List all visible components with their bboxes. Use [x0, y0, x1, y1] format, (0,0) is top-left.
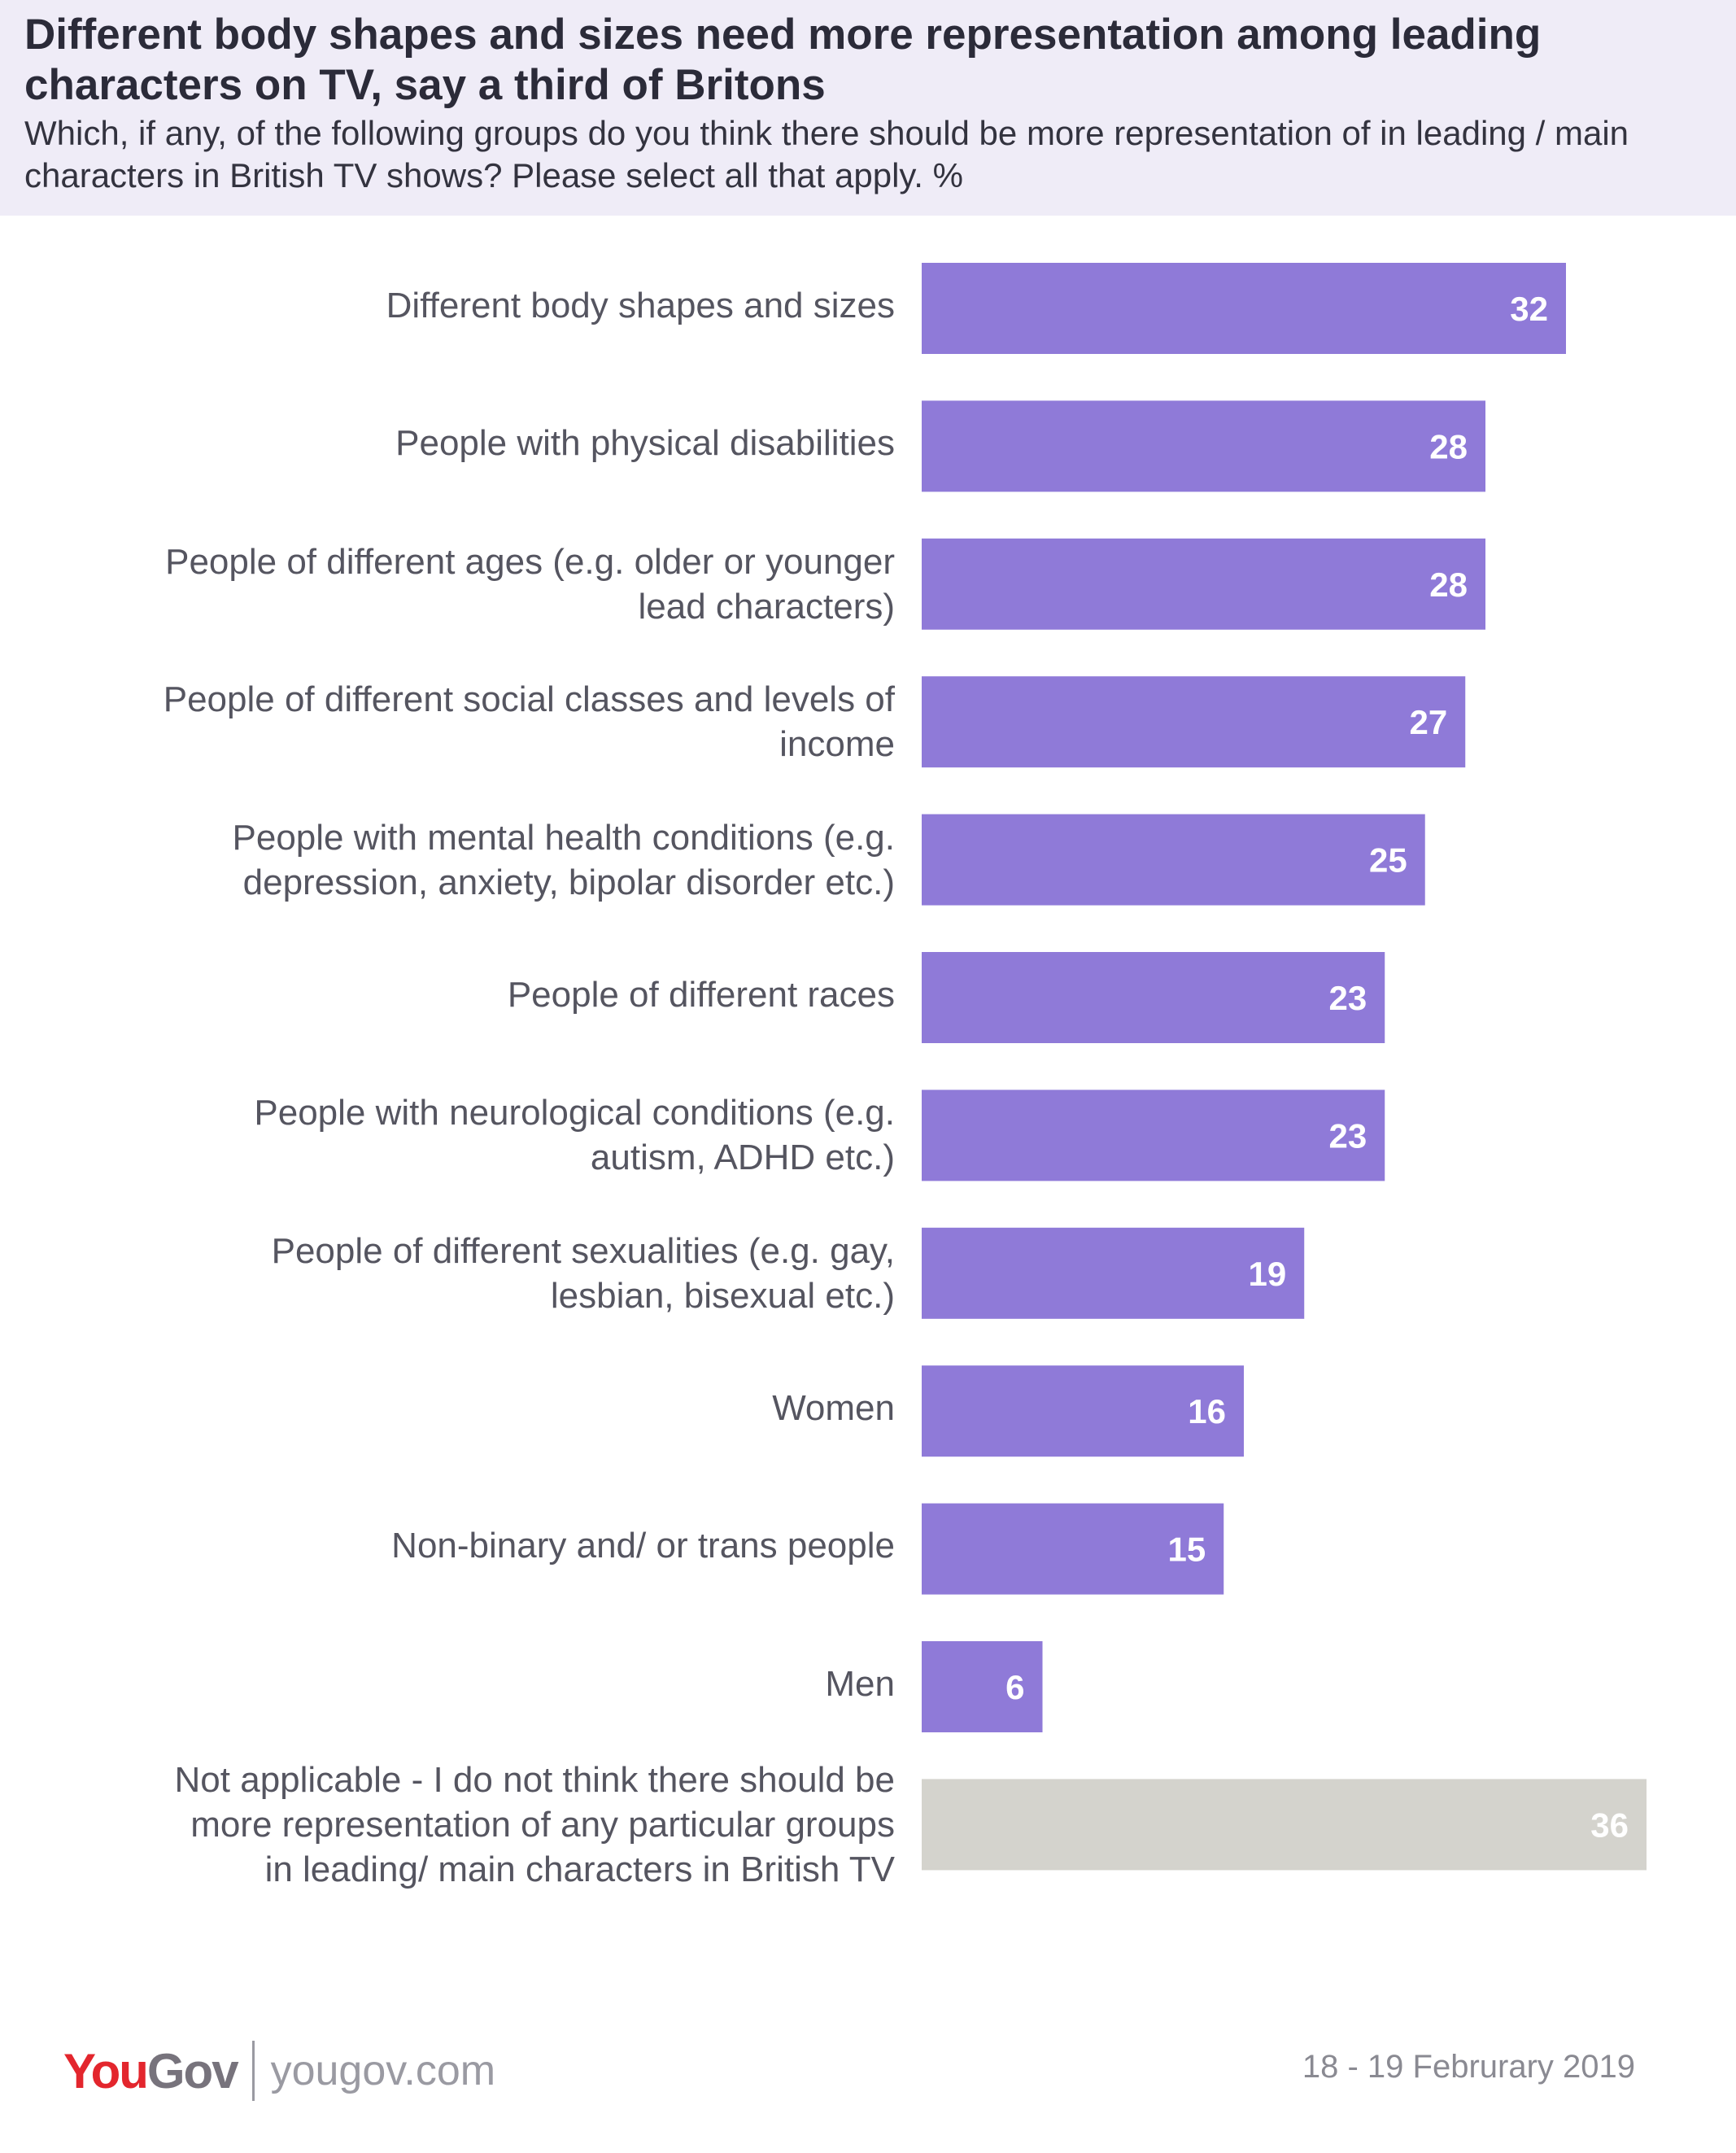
bar-4 [922, 676, 1466, 768]
bar-8 [922, 1227, 1305, 1319]
category-label-line: Different body shapes and sizes [386, 285, 895, 325]
bar-3 [922, 538, 1485, 630]
logo-gov-text: Gov [146, 2043, 239, 2098]
bar-1 [922, 263, 1566, 354]
site-url: yougov.com [270, 2047, 496, 2094]
category-label-line: Not applicable - I do not think there sh… [174, 1759, 895, 1800]
category-label-5: People with mental health conditions (e.… [33, 815, 896, 905]
category-label-line: People with physical disabilities [395, 422, 895, 463]
category-label-line: autism, ADHD etc.) [590, 1138, 895, 1178]
category-label-10: Non-binary and/ or trans people [33, 1523, 895, 1568]
yougov-logo: You Gov yougov.com [63, 2038, 495, 2103]
logo-you-text: You [63, 2043, 149, 2098]
category-label-11: Men [33, 1662, 895, 1706]
category-label-line: more representation of any particular gr… [190, 1804, 895, 1845]
category-label-7: People with neurological conditions (e.g… [33, 1090, 895, 1180]
bar-chart: 32 28 28 27 25 23 23 19 16 15 6 36 [922, 263, 1647, 1871]
value-label-12: 36 [1590, 1806, 1629, 1844]
value-label-2: 28 [1429, 427, 1468, 465]
value-label-7: 23 [1329, 1116, 1367, 1155]
category-label-8: People of different sexualities (e.g. ga… [33, 1229, 895, 1318]
category-label-line: People of different races [507, 974, 895, 1015]
category-label-line: People of different sexualities (e.g. ga… [271, 1230, 895, 1271]
category-label-4: People of different social classes and l… [33, 677, 895, 766]
category-label-12: Not applicable - I do not think there sh… [33, 1758, 895, 1892]
logo-divider [251, 2041, 255, 2101]
category-label-line: income [779, 724, 895, 765]
category-label-line: in leading/ main characters in British T… [264, 1849, 895, 1889]
bar-10 [922, 1503, 1224, 1595]
bar-6 [922, 952, 1385, 1043]
bar-11 [922, 1641, 1043, 1732]
category-label-9: Women [33, 1386, 895, 1430]
bar-5 [922, 814, 1425, 906]
category-label-line: Men [825, 1663, 895, 1704]
value-label-9: 16 [1188, 1392, 1226, 1430]
category-label-3: People of different ages (e.g. older or … [33, 539, 895, 629]
value-label-4: 27 [1410, 703, 1448, 741]
category-label-1: Different body shapes and sizes [33, 283, 895, 328]
category-label-line: depression, anxiety, bipolar disorder et… [242, 862, 895, 902]
value-label-10: 15 [1168, 1531, 1206, 1569]
bar-7 [922, 1090, 1385, 1181]
category-label-line: People with neurological conditions (e.g… [254, 1093, 895, 1133]
category-label-line: Women [772, 1387, 895, 1428]
bar-9 [922, 1365, 1244, 1457]
category-label-2: People with physical disabilities [33, 421, 895, 465]
chart-subtitle: Which, if any, of the following groups d… [24, 114, 1629, 194]
value-label-3: 28 [1429, 566, 1468, 604]
category-label-line: lesbian, bisexual etc.) [550, 1275, 895, 1316]
category-label-line: lead characters) [638, 586, 895, 627]
value-label-8: 19 [1249, 1255, 1287, 1293]
survey-date: 18 - 19 Februrary 2019 [1302, 2049, 1635, 2085]
header-band: Different body shapes and sizes need mor… [0, 0, 1736, 216]
category-label-line: People of different ages (e.g. older or … [165, 541, 895, 582]
category-label-line: Non-binary and/ or trans people [391, 1526, 895, 1566]
value-label-11: 6 [1005, 1668, 1024, 1706]
bar-12 [922, 1779, 1647, 1871]
category-label-line: People of different social classes and l… [163, 679, 895, 720]
value-label-1: 32 [1510, 290, 1548, 328]
bar-2 [922, 400, 1485, 492]
value-label-5: 25 [1369, 841, 1407, 880]
category-label-6: People of different races [33, 972, 895, 1017]
chart-title: Different body shapes and sizes need mor… [24, 11, 1542, 109]
value-label-6: 23 [1329, 979, 1367, 1017]
category-label-line: People with mental health conditions (e.… [232, 817, 896, 858]
